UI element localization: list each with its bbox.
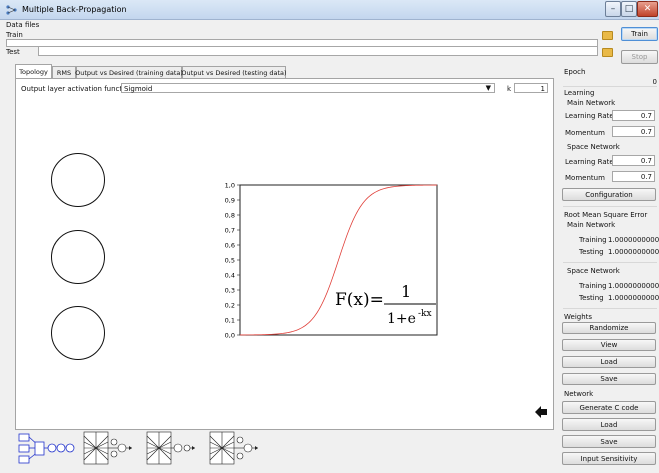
load-weights-button[interactable]: Load: [562, 356, 656, 368]
y-tick-label: 0,5: [225, 257, 235, 265]
epoch-value: 0: [652, 78, 657, 86]
load-network-button[interactable]: Load: [562, 418, 656, 431]
y-tick-label: 0,6: [225, 242, 235, 250]
input-neuron[interactable]: [51, 230, 105, 284]
rms-main-network-label: Main Network: [567, 221, 616, 229]
space-testing-label: Testing: [579, 294, 604, 302]
rms-space-network-label: Space Network: [567, 267, 620, 275]
space-learning-rate-label: Learning Rate: [565, 158, 614, 166]
main-training-label: Training: [579, 236, 607, 244]
test-file-input[interactable]: [38, 46, 598, 56]
folder-icon[interactable]: [602, 48, 613, 57]
view-weights-button[interactable]: View: [562, 339, 656, 351]
main-learning-rate-label: Learning Rate: [565, 112, 614, 120]
rms-label: Root Mean Square Error: [564, 211, 648, 219]
y-tick-label: 0,7: [225, 227, 235, 235]
maximize-icon: □: [624, 4, 634, 14]
dropdown-arrow-icon: ▼: [485, 84, 491, 92]
k-label: k: [507, 85, 512, 93]
space-training-label: Training: [579, 282, 607, 290]
network-label: Network: [564, 390, 594, 398]
app-icon: [6, 5, 17, 15]
main-testing-label: Testing: [579, 248, 604, 256]
sigmoid-curve: [239, 184, 438, 336]
network-diagram-icon[interactable]: [208, 428, 260, 468]
network-diagram-icon[interactable]: [145, 428, 197, 468]
sigmoid-plot: 1,00,90,80,70,60,50,40,30,20,10,0 F(x)= …: [225, 182, 438, 340]
main-learning-rate-value: 0.7: [640, 112, 652, 120]
activation-function-label: Output layer activation function: [21, 85, 133, 93]
learning-label: Learning: [564, 89, 595, 97]
main-testing-value: 1.0000000000: [608, 248, 659, 256]
main-network-label: Main Network: [567, 99, 616, 107]
space-momentum-value: 0.7: [640, 173, 652, 181]
space-momentum-label: Momentum: [565, 174, 605, 182]
formula-lhs: F(x)=: [335, 290, 384, 310]
k-input[interactable]: 1: [514, 83, 548, 93]
tab-output-training[interactable]: Output vs Desired (training data): [75, 66, 183, 78]
close-button[interactable]: ✕: [637, 1, 658, 17]
train-button[interactable]: Train: [621, 27, 658, 41]
input-sensitivity-button[interactable]: Input Sensitivity: [562, 452, 656, 465]
y-tick-label: 1,0: [225, 182, 235, 190]
space-learning-rate-value: 0.7: [640, 157, 652, 165]
y-tick-label: 0,2: [225, 302, 235, 310]
space-network-label: Space Network: [567, 143, 620, 151]
divider: [563, 308, 657, 309]
y-tick-label: 0,9: [225, 197, 235, 205]
formula-numerator: 1: [401, 282, 411, 301]
main-training-value: 1.0000000000: [608, 236, 659, 244]
arrow-left-icon[interactable]: [534, 405, 548, 419]
configuration-button[interactable]: Configuration: [562, 188, 656, 201]
activation-function-select[interactable]: Sigmoid ▼: [121, 83, 495, 93]
y-axis-ticks: 1,0 0,9 0,8 0,7 0,6 0,5 0,4 0,3 0,2 0,1 0,0: [225, 182, 240, 340]
main-momentum-label: Momentum: [565, 129, 605, 137]
divider: [563, 206, 657, 207]
space-learning-rate-input[interactable]: 0.7: [612, 155, 655, 166]
tab-output-testing[interactable]: Output vs Desired (testing data): [181, 66, 287, 78]
network-diagram-icon[interactable]: [82, 428, 134, 468]
close-icon: ✕: [643, 4, 652, 14]
data-files-label: Data files: [6, 21, 40, 29]
save-weights-button[interactable]: Save: [562, 373, 656, 385]
y-tick-label: 0,1: [225, 317, 235, 325]
train-file-label: Train: [6, 31, 23, 39]
save-network-button[interactable]: Save: [562, 435, 656, 448]
main-momentum-value: 0.7: [640, 128, 652, 136]
title-bar[interactable]: Multiple Back-Propagation – □ ✕: [0, 0, 659, 20]
divider: [563, 86, 657, 87]
formula-exponent: -kx: [418, 309, 432, 319]
weights-label: Weights: [564, 313, 593, 321]
maximize-button[interactable]: □: [621, 1, 637, 17]
test-file-label: Test: [6, 48, 20, 56]
space-testing-value: 1.0000000000: [608, 294, 659, 302]
y-tick-label: 0,3: [225, 287, 235, 295]
network-diagram-icon[interactable]: [17, 432, 77, 466]
main-learning-rate-input[interactable]: 0.7: [612, 110, 655, 121]
input-neuron[interactable]: [51, 306, 105, 360]
divider: [563, 262, 657, 263]
k-value: 1: [540, 85, 545, 93]
generate-c-code-button[interactable]: Generate C code: [562, 401, 656, 414]
stop-button[interactable]: Stop: [621, 50, 658, 64]
folder-icon[interactable]: [602, 31, 613, 40]
input-neuron[interactable]: [51, 153, 105, 207]
tab-topology[interactable]: Topology: [15, 64, 52, 79]
window-title: Multiple Back-Propagation: [22, 5, 127, 14]
y-tick-label: 0,0: [225, 332, 235, 340]
space-momentum-input[interactable]: 0.7: [612, 171, 655, 182]
randomize-button[interactable]: Randomize: [562, 322, 656, 334]
y-tick-label: 0,8: [225, 212, 235, 220]
space-training-value: 1.0000000000: [608, 282, 659, 290]
activation-function-value: Sigmoid: [124, 85, 153, 93]
main-momentum-input[interactable]: 0.7: [612, 126, 655, 137]
minimize-button[interactable]: –: [605, 1, 621, 17]
y-tick-label: 0,4: [225, 272, 235, 280]
formula-denominator: 1+e: [387, 311, 416, 327]
minimize-icon: –: [610, 4, 616, 14]
epoch-label: Epoch: [564, 68, 586, 76]
tab-rms[interactable]: RMS: [52, 66, 76, 78]
